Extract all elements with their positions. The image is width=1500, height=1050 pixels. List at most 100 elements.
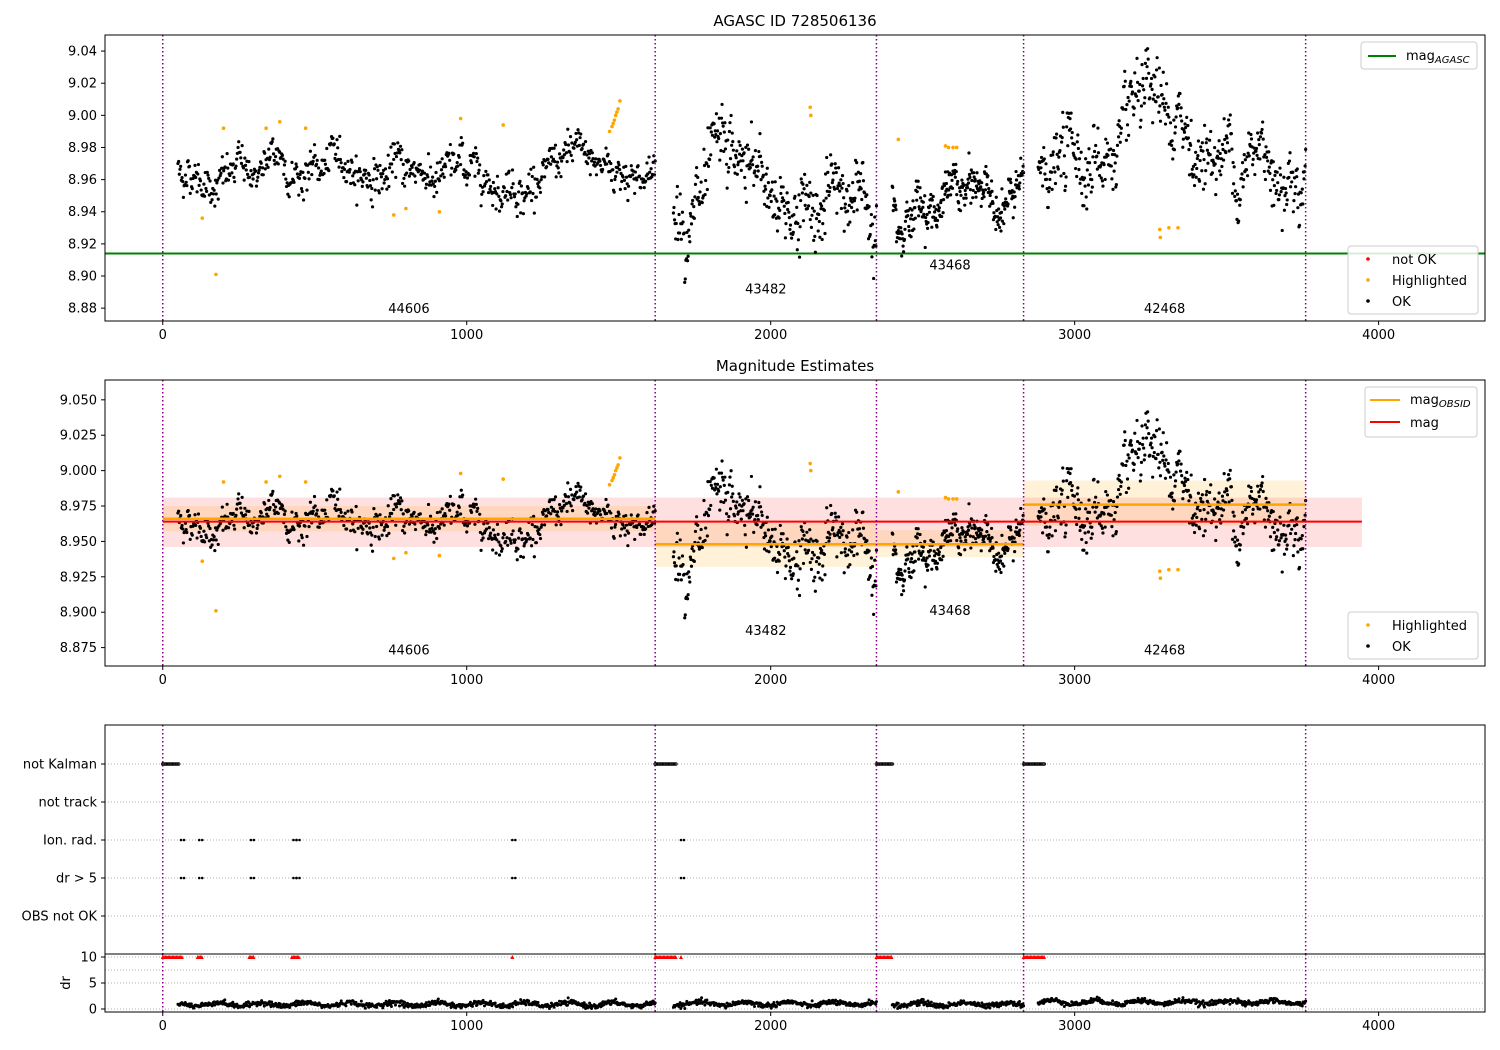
ok-point: [1154, 68, 1159, 72]
ok-point: [308, 500, 313, 504]
ok-point: [818, 235, 822, 239]
ok-point: [1218, 151, 1222, 156]
ok-point: [443, 165, 448, 169]
ok-point: [896, 570, 900, 574]
ok-point: [909, 213, 914, 217]
ok-point: [968, 175, 972, 179]
dr-point: [389, 1004, 393, 1008]
ok-point: [1157, 66, 1161, 70]
ok-point: [491, 180, 495, 185]
flag-mark: [679, 838, 683, 842]
ok-point: [957, 201, 961, 205]
ok-point: [874, 204, 879, 208]
ok-point: [1085, 517, 1089, 521]
ok-point: [1179, 462, 1183, 466]
ok-point: [1082, 548, 1086, 552]
ok-point: [685, 259, 690, 263]
ok-point: [1249, 485, 1253, 490]
ok-point: [852, 199, 857, 203]
ok-point: [942, 183, 947, 188]
ok-point: [557, 171, 561, 175]
ok-point: [933, 216, 938, 220]
ok-point: [1069, 111, 1073, 115]
obsid-label: 43482: [745, 624, 786, 639]
ok-point: [932, 549, 936, 553]
ok-point: [808, 180, 812, 184]
ok-point: [1164, 458, 1168, 462]
ok-point: [810, 550, 815, 555]
ok-point: [1084, 540, 1088, 545]
ok-point: [562, 148, 566, 152]
ok-point: [1099, 163, 1103, 168]
ok-point: [1053, 529, 1058, 533]
ok-point: [1072, 494, 1077, 498]
ok-point: [714, 486, 718, 490]
ok-point: [442, 523, 446, 527]
ok-point: [859, 187, 863, 191]
ok-point: [621, 175, 625, 179]
ok-point: [624, 164, 628, 168]
ok-point: [418, 162, 422, 166]
y-tick-label: 8.98: [68, 141, 97, 156]
ok-point: [360, 184, 364, 188]
ok-point: [936, 548, 940, 552]
ok-point: [294, 511, 298, 516]
ok-point: [1088, 173, 1092, 177]
ok-point: [1271, 509, 1275, 514]
ok-point: [1144, 76, 1149, 80]
ok-point: [940, 214, 944, 219]
ok-point: [1193, 162, 1197, 167]
ok-point: [465, 524, 470, 528]
ok-point: [1105, 141, 1110, 145]
ok-point: [1258, 135, 1263, 139]
x-tick-label: 3000: [1058, 328, 1091, 343]
ok-point: [237, 492, 241, 496]
ok-point: [1201, 187, 1206, 191]
ok-point: [1287, 159, 1292, 163]
highlighted-point: [221, 480, 226, 484]
ok-point: [1178, 114, 1183, 118]
ok-point: [699, 527, 703, 532]
ok-point: [1142, 101, 1146, 105]
ok-point: [758, 132, 762, 136]
dr-point: [511, 1005, 515, 1009]
ok-point: [342, 175, 346, 180]
ok-point: [1214, 177, 1218, 181]
x-tick-label: 3000: [1058, 673, 1091, 688]
y-tick-label: 9.00: [68, 109, 97, 124]
ok-point: [407, 159, 411, 163]
ok-point: [732, 514, 737, 518]
ok-point: [1086, 530, 1091, 534]
ok-point: [653, 509, 657, 513]
ok-point: [812, 553, 816, 557]
ok-point: [559, 523, 563, 527]
highlighted-point: [277, 474, 282, 479]
ok-point: [375, 524, 379, 529]
ok-point: [1277, 193, 1282, 197]
ok-point: [1189, 143, 1193, 147]
ok-point: [223, 514, 227, 518]
ok-point: [1238, 203, 1242, 207]
ok-point: [428, 165, 433, 169]
ok-point: [708, 507, 712, 512]
ok-point: [909, 575, 913, 580]
ok-point: [1085, 551, 1089, 555]
ok-point: [798, 225, 802, 229]
ok-point: [936, 203, 940, 207]
ok-point: [785, 537, 789, 541]
ok-point: [390, 170, 394, 174]
ok-point: [1084, 157, 1088, 161]
ok-point: [1142, 446, 1146, 450]
ok-point: [805, 530, 809, 534]
highlighted-point: [1167, 226, 1171, 230]
highlighted-point: [611, 121, 616, 126]
ok-point: [457, 155, 461, 159]
ok-point: [355, 203, 359, 207]
dr-point: [699, 998, 703, 1002]
ok-point: [315, 158, 319, 162]
ok-point: [624, 513, 628, 518]
ok-point: [847, 184, 851, 188]
ok-point: [841, 181, 845, 186]
ok-point: [679, 237, 683, 241]
ok-point: [1068, 117, 1072, 121]
